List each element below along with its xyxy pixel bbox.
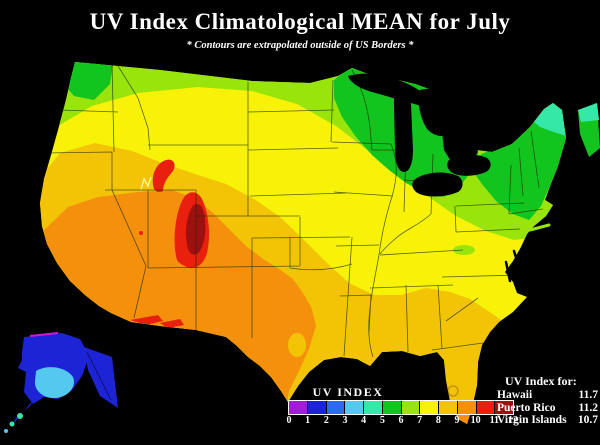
alaska-magenta-north-sliver [29,332,59,337]
legend-cell [307,401,327,414]
legend-tick-label: 2 [323,415,329,426]
aleutian-dot [17,413,23,419]
legend-cell [401,401,421,414]
aleutian-dot [9,421,15,427]
legend-tick-label: 9 [454,415,460,426]
aleutian-dot [4,429,8,433]
legend-tick-label: 3 [342,415,348,426]
legend-title: UV INDEX [312,385,384,399]
legend-tick-label: 11 [489,415,500,426]
legend-cell [364,401,383,414]
alaska-panhandle-border [86,351,112,401]
uv-table-heading: UV Index for: [505,374,577,388]
legend-cell [420,401,439,414]
page-title: UV Index Climatological MEAN for July [89,9,511,34]
contour-spring-green-maine [533,103,566,136]
uv-table-rows: Hawaii 11.7 Puerto Rico 11.2 Virgin Islands 1… [497,389,598,427]
chesapeake-delaware-bays [504,249,520,283]
alaska-sky-blue-patch [34,367,74,399]
kentucky-yellow-green-patch [453,245,475,255]
texas-gold-patch [288,333,306,357]
legend-cell [439,401,458,414]
great-salt-lake-outline [140,176,152,191]
uv-table-row: Hawaii 11.7 [497,389,598,402]
uv-index-colorbar [288,400,514,415]
long-island [528,223,551,232]
legend-tick-label: 10 [470,415,481,426]
page-subtitle: * Contours are extrapolated outside of U… [186,40,414,51]
legend-tick-label: 12 [508,415,518,426]
uv-table-row: Virgin Islands 10.7 [497,414,598,427]
legend-cell [289,401,308,414]
uv-table-region-name: Puerto Rico [497,401,556,414]
uv-table-region-value: 11.7 [578,389,599,401]
ontario-canada-gap [442,95,478,166]
legend-tick-label: 7 [417,415,423,426]
contour-red-north-utah [152,159,175,193]
legend-cell [457,401,477,414]
lake-ontario [447,154,491,176]
legend-cell [382,401,402,414]
uv-table-region-value: 10.7 [577,414,598,426]
alaska-inset [4,332,118,433]
legend-cell [476,401,496,414]
nova-scotia-spring-cap [578,103,599,122]
lake-erie [412,172,463,197]
uv-index-ticks: 0 1 2 3 4 5 6 7 8 9 10 11 12 [287,415,519,427]
contour-green-northwest [60,62,114,100]
legend-tick-label: 5 [379,415,385,426]
uv-table-region-name: Virgin Islands [497,414,567,426]
legend-tick-label: 8 [435,415,441,426]
uv-table-region-value: 11.2 [578,401,599,414]
lake-michigan [394,91,413,172]
legend-tick-label: 6 [398,415,404,426]
legend-cell [345,401,364,414]
alaska-aleutian-arm [10,399,34,428]
uv-table-region-name: Hawaii [497,389,533,401]
legend-cell [326,401,346,414]
legend-cell [495,401,513,414]
contour-green-new-england [470,103,566,220]
contour-region-orange [40,190,316,403]
legend-tick-label: 1 [305,415,311,426]
legend-tick-label: 0 [286,415,292,426]
uv-table-row: Puerto Rico 11.2 [497,402,598,415]
red-speck [139,231,143,235]
legend-tick-label: 4 [361,415,367,426]
contour-red-arizona-border [130,315,184,328]
